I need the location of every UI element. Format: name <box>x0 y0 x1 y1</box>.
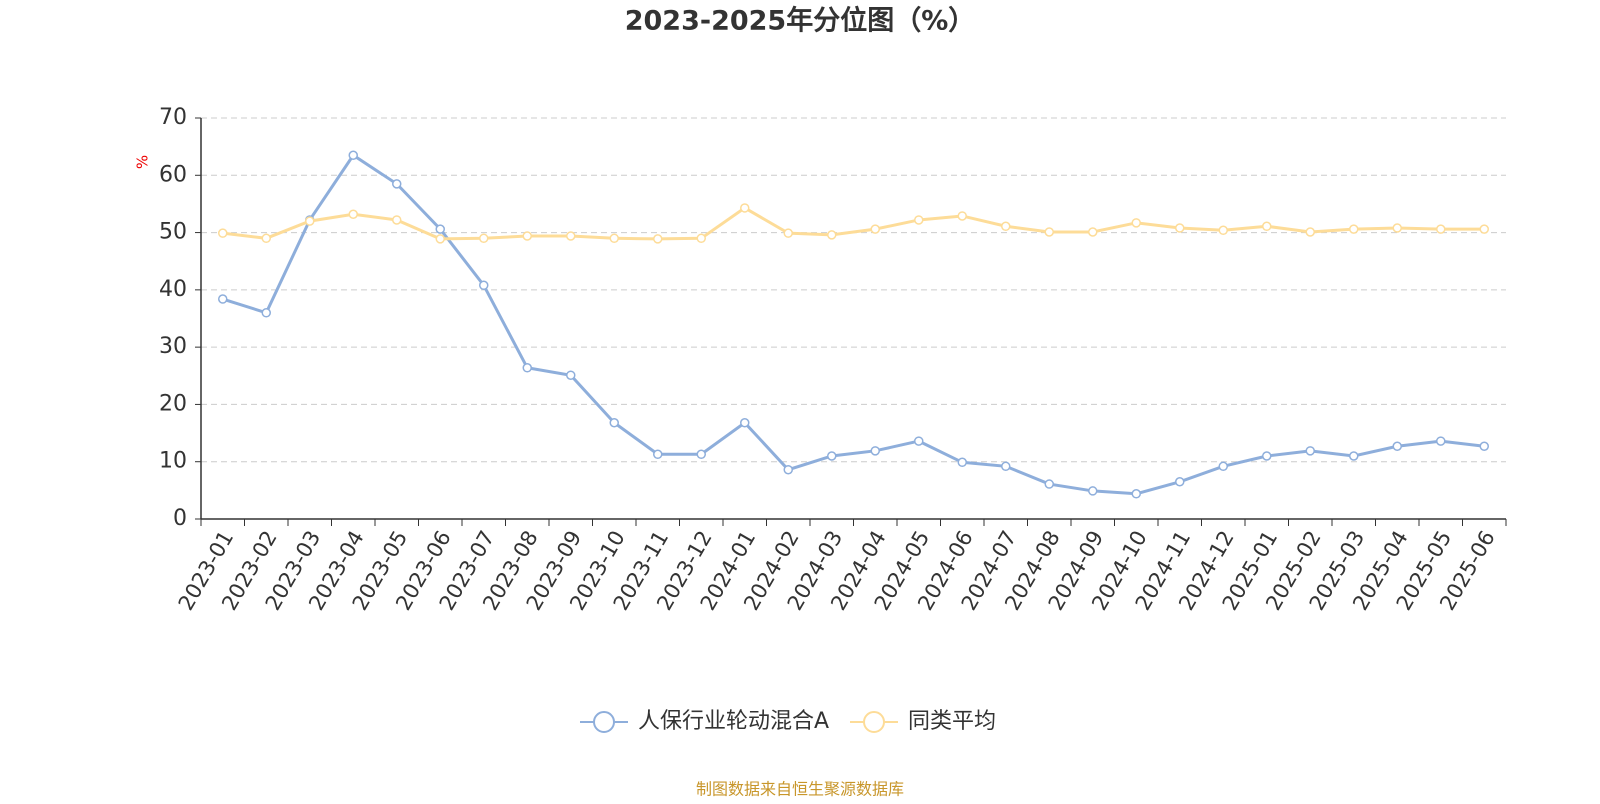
data-point <box>1392 223 1402 233</box>
data-point <box>1001 221 1011 232</box>
data-point <box>1044 479 1054 489</box>
data-point <box>261 233 271 244</box>
data-point <box>653 449 663 460</box>
data-point <box>783 228 793 238</box>
data-point <box>609 233 619 244</box>
y-tick-label: 10 <box>159 449 187 474</box>
data-point <box>218 228 228 238</box>
data-point <box>1436 224 1446 234</box>
data-point <box>1088 486 1098 496</box>
data-point <box>1044 227 1054 237</box>
data-point <box>1131 218 1141 228</box>
legend-label: 人保行业轮动混合A <box>638 709 829 734</box>
data-point <box>609 418 619 428</box>
data-point <box>522 363 532 373</box>
data-point <box>870 446 880 456</box>
data-point <box>827 451 837 461</box>
data-point <box>435 224 445 234</box>
data-point <box>1262 451 1272 461</box>
data-point <box>740 203 750 213</box>
y-tick-label: 20 <box>159 391 187 416</box>
y-tick-label: 30 <box>159 334 187 359</box>
data-point <box>1305 227 1315 237</box>
data-point <box>392 215 402 225</box>
y-axis-label: % <box>134 155 152 169</box>
data-point <box>348 209 358 219</box>
data-point <box>1175 477 1185 487</box>
series-line <box>222 206 1485 241</box>
data-point <box>1349 224 1359 234</box>
data-point <box>522 231 532 241</box>
data-point <box>566 370 576 380</box>
data-point <box>1218 461 1228 472</box>
data-point <box>783 464 793 475</box>
data-point <box>870 224 880 234</box>
data-point <box>218 294 228 304</box>
chart-title: 2023-2025年分位图（%） <box>625 5 976 37</box>
data-point <box>1436 436 1446 446</box>
data-point <box>1175 223 1185 233</box>
data-point <box>392 179 402 189</box>
data-point <box>957 211 967 221</box>
source: 制图数据来自恒生聚源数据库 <box>696 780 904 799</box>
data-point <box>696 233 706 244</box>
data-point <box>914 215 924 225</box>
y-tick-label: 60 <box>159 162 187 187</box>
data-point <box>653 234 663 244</box>
data-point <box>827 230 837 240</box>
data-point <box>696 449 706 460</box>
data-point <box>566 231 576 241</box>
data-point <box>1131 489 1141 499</box>
data-point <box>261 308 271 318</box>
data-point <box>348 150 358 160</box>
data-point <box>1349 451 1359 461</box>
data-point <box>1001 461 1011 472</box>
data-point <box>1479 224 1489 234</box>
data-point <box>1479 441 1489 451</box>
data-point <box>479 280 489 291</box>
data-point <box>435 234 445 244</box>
data-point <box>1305 446 1315 456</box>
data-point <box>305 216 315 226</box>
legend-marker <box>593 711 615 733</box>
y-tick-label: 70 <box>159 105 187 130</box>
y-tick-label: 40 <box>159 277 187 302</box>
data-point <box>1392 441 1402 451</box>
series-line <box>222 153 1485 496</box>
y-tick-label: 0 <box>173 506 187 531</box>
data-point <box>1088 227 1098 237</box>
data-point <box>914 436 924 446</box>
data-point <box>479 233 489 244</box>
legend-marker <box>863 711 885 733</box>
data-point <box>740 418 750 428</box>
data-point <box>1218 225 1228 236</box>
data-point <box>1262 221 1272 232</box>
legend-label: 同类平均 <box>908 709 996 734</box>
y-tick-label: 50 <box>159 220 187 245</box>
data-point <box>957 457 967 468</box>
